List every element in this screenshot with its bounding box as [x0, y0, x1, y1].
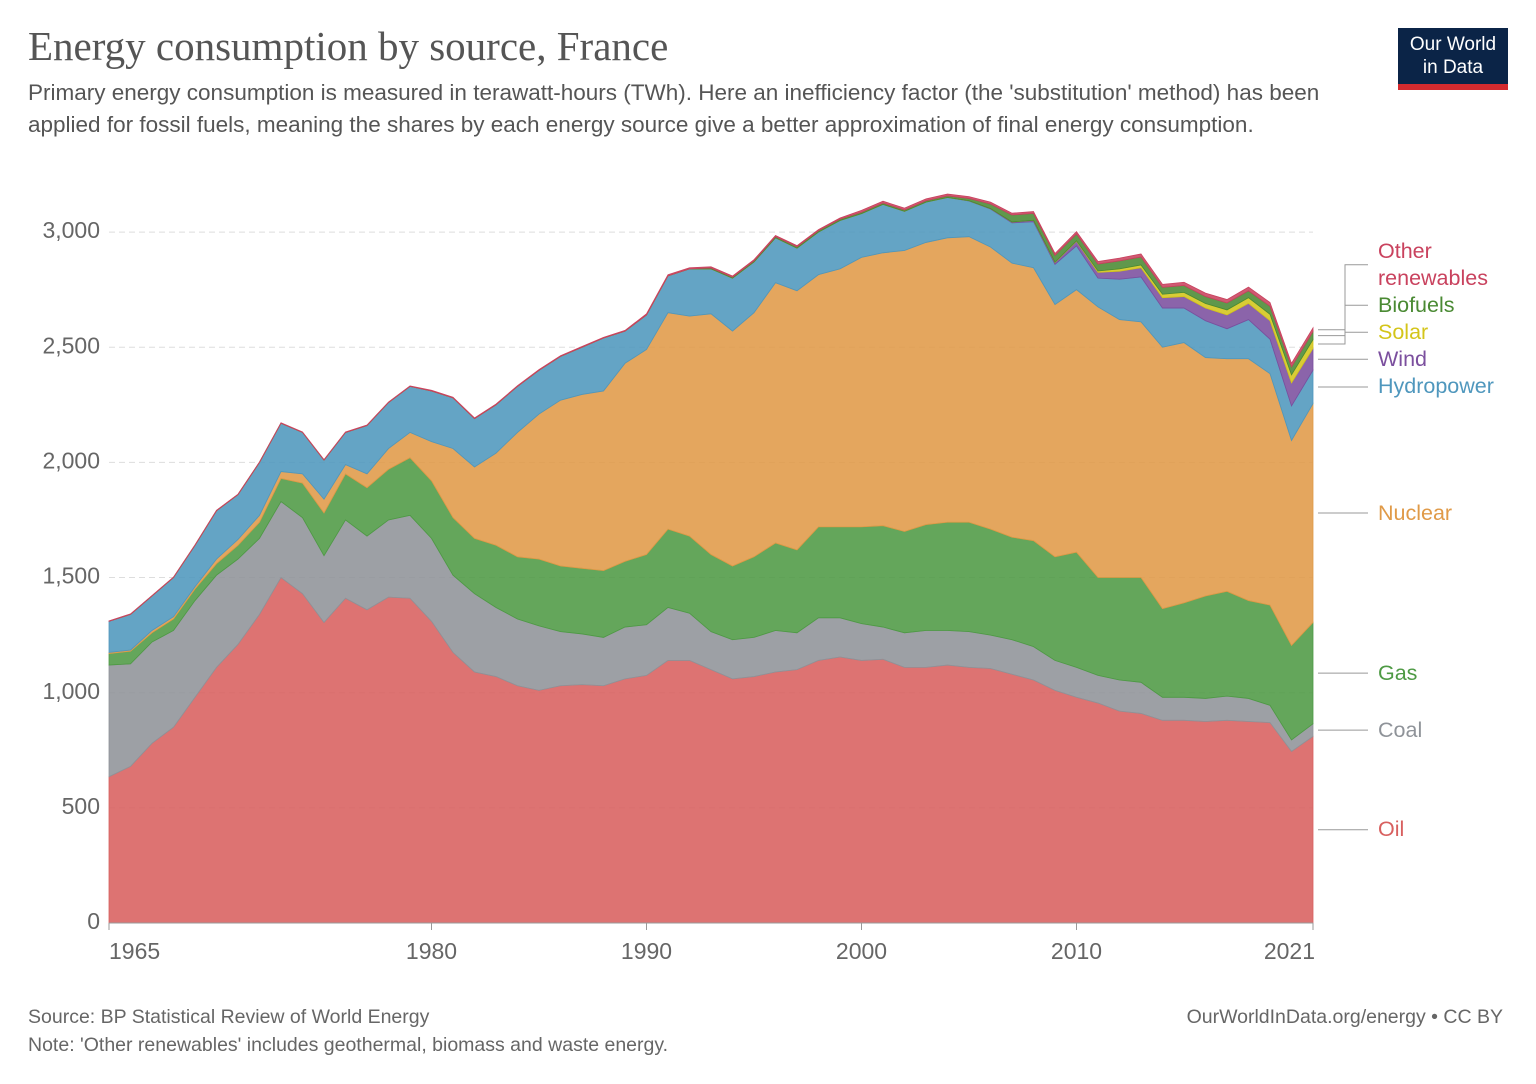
- x-tick-label: 2021: [1264, 938, 1315, 964]
- logo-text: in Data: [1423, 57, 1484, 78]
- source: Source: BP Statistical Review of World E…: [28, 1006, 430, 1028]
- legend-label: Hydropower: [1378, 374, 1494, 399]
- area: [108, 193, 1314, 622]
- y-tick-label: 2,000: [42, 447, 100, 473]
- legend-label: Nuclear: [1378, 500, 1453, 525]
- url: OurWorldInData.org/energy • CC BY: [1186, 1006, 1503, 1028]
- x-tick-label: 1965: [109, 938, 160, 964]
- logo-text: Our World: [1410, 34, 1496, 55]
- legend-label: Biofuels: [1378, 292, 1455, 317]
- y-tick-label: 500: [62, 793, 100, 819]
- y-tick-label: 3,000: [42, 217, 100, 243]
- legend-connector: [1318, 331, 1368, 345]
- x-tick-label: 2010: [1051, 938, 1102, 964]
- legend-label: Gas: [1378, 660, 1418, 685]
- logo-bar: [1398, 84, 1508, 90]
- y-tick-label: 2,500: [42, 332, 100, 358]
- chart-title: Energy consumption by source, France: [28, 23, 669, 69]
- y-tick-label: 1,500: [42, 563, 100, 589]
- y-tick-label: 0: [87, 908, 100, 934]
- legend-label: Wind: [1378, 346, 1427, 371]
- chart-subtitle: Primary energy consumption is measured i…: [28, 80, 1320, 137]
- legend-label: Oil: [1378, 817, 1405, 842]
- legend-label: Other renewables: [1378, 238, 1488, 290]
- note: Note: 'Other renewables' includes geothe…: [28, 1034, 669, 1056]
- legend-label: Solar: [1378, 319, 1429, 344]
- x-tick-label: 1980: [406, 938, 457, 964]
- legend-connector: [1318, 304, 1368, 337]
- legend-label: Coal: [1378, 717, 1423, 742]
- legend-connector: [1318, 264, 1368, 331]
- y-tick-label: 1,000: [42, 678, 100, 704]
- x-tick-label: 1990: [621, 938, 672, 964]
- x-tick-label: 2000: [836, 938, 887, 964]
- logo-box: [1398, 28, 1508, 90]
